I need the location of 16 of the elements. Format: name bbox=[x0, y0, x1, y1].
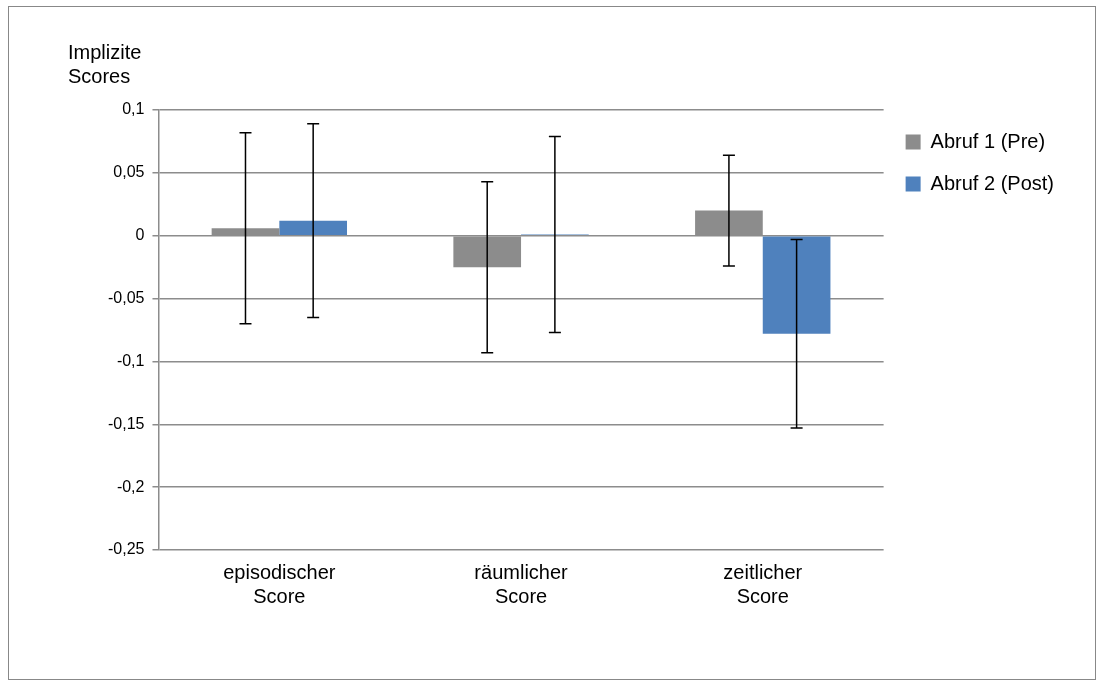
y-tick-label: -0,05 bbox=[108, 288, 145, 306]
y-tick-label: -0,25 bbox=[108, 540, 145, 558]
y-tick-label: -0,2 bbox=[116, 477, 145, 495]
y-tick-label: 0,1 bbox=[122, 100, 145, 118]
y-tick-label: 0,05 bbox=[113, 163, 145, 181]
x-tick-label: zeitlicher Score bbox=[723, 560, 803, 607]
legend-label: Abruf 1 (Pre) bbox=[930, 129, 1046, 152]
bar bbox=[762, 236, 831, 334]
y-tick-label: 0 bbox=[135, 226, 145, 244]
y-axis-title: Implizite Scores bbox=[68, 40, 142, 88]
legend-label: Abruf 2 (Post) bbox=[930, 171, 1055, 194]
x-tick-label: episodischer Score bbox=[223, 560, 336, 607]
y-tick-label: -0,15 bbox=[108, 414, 145, 432]
y-tick-label: -0,1 bbox=[116, 351, 145, 369]
x-tick-label: räumlicher Score bbox=[474, 560, 569, 607]
bar bbox=[279, 220, 348, 235]
